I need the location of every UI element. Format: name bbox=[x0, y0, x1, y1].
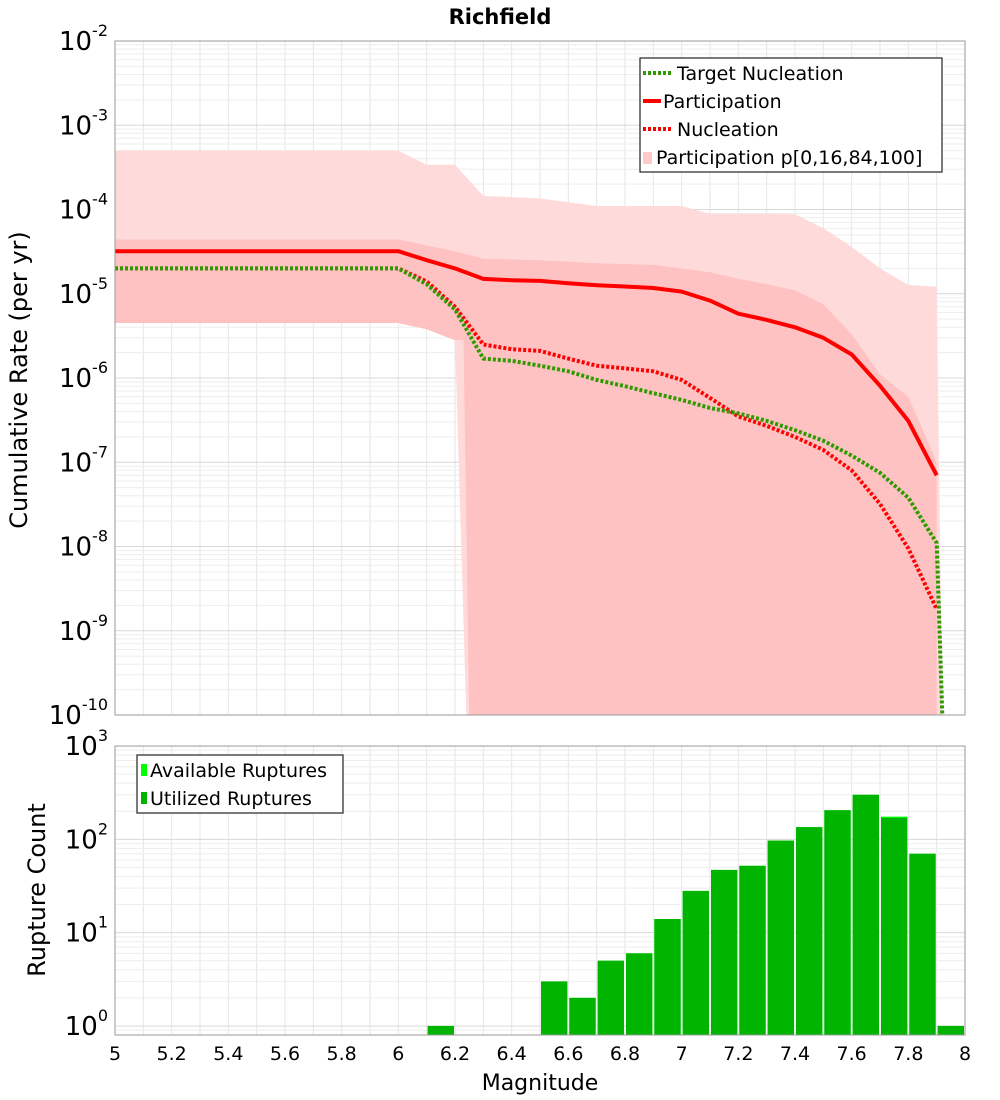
magnitude-axis-label: Magnitude bbox=[482, 1071, 599, 1096]
magnitude-tick-label: 7.4 bbox=[780, 1043, 810, 1065]
count-y-tick-label: 101 bbox=[65, 913, 108, 949]
legend-label: Participation bbox=[663, 91, 782, 113]
utilized-ruptures-bar bbox=[711, 869, 738, 1035]
rate-y-tick-label: 10-4 bbox=[59, 190, 108, 226]
utilized-ruptures-bar bbox=[767, 840, 794, 1035]
utilized-ruptures-bar bbox=[796, 827, 823, 1035]
utilized-ruptures-bar bbox=[682, 890, 709, 1035]
utilized-ruptures-bar bbox=[824, 810, 851, 1035]
utilized-ruptures-bar bbox=[739, 865, 766, 1035]
rate-panel: 10-2 10-3 10-4 10-5 10-6 10-7 10-8 10-9 10-10 Tar… bbox=[49, 21, 966, 731]
rate-y-tick-label: 10-6 bbox=[59, 358, 108, 394]
magnitude-tick-label: 7.2 bbox=[723, 1043, 753, 1065]
rate-y-tick-label: 10-10 bbox=[49, 695, 108, 731]
legend-swatch-bar bbox=[141, 792, 147, 804]
rate-y-axis-label: Cumulative Rate (per yr) bbox=[5, 231, 33, 529]
utilized-ruptures-bar bbox=[626, 953, 653, 1035]
utilized-ruptures-bar bbox=[937, 1025, 964, 1035]
rate-plot-frame bbox=[114, 40, 966, 716]
utilized-ruptures-bar bbox=[881, 817, 908, 1035]
count-y-tick-label: 103 bbox=[65, 726, 108, 762]
magnitude-tick-label: 7.6 bbox=[837, 1043, 867, 1065]
utilized-ruptures-bar bbox=[541, 981, 568, 1035]
utilized-ruptures-bar bbox=[909, 853, 936, 1035]
target-nucleation-line bbox=[115, 266, 945, 715]
magnitude-tick-label: 8 bbox=[959, 1043, 971, 1065]
magnitude-tick-label: 5.6 bbox=[270, 1043, 300, 1065]
utilized-ruptures-bar bbox=[597, 960, 624, 1035]
participation-line bbox=[115, 249, 939, 477]
count-plot-frame bbox=[114, 745, 966, 1036]
utilized-ruptures-bar bbox=[654, 919, 681, 1035]
participation-bands bbox=[115, 150, 943, 715]
legend-swatch-band bbox=[643, 152, 652, 164]
participation-band-inner bbox=[115, 239, 937, 715]
legend-swatch-bar bbox=[141, 764, 147, 776]
nucleation-line bbox=[115, 266, 939, 611]
legend-label: Nucleation bbox=[677, 119, 779, 141]
utilized-ruptures-bar bbox=[427, 1025, 454, 1035]
magnitude-tick-label: 5 bbox=[109, 1043, 121, 1065]
magnitude-tick-label: 6.4 bbox=[497, 1043, 527, 1065]
rate-y-tick-label: 10-2 bbox=[59, 21, 108, 57]
rate-series bbox=[115, 249, 945, 715]
legend-label: Available Ruptures bbox=[150, 760, 327, 782]
rate-y-tick-label: 10-3 bbox=[59, 105, 108, 141]
rupture-count-panel: 100 101 102 103 5 5.2 5.4 5.6 5.8 6 6.2 6.4 6.6 6.8 7 7… bbox=[65, 726, 971, 1065]
legend-label: Target Nucleation bbox=[676, 63, 844, 85]
utilized-ruptures-bar bbox=[852, 794, 879, 1035]
rate-y-tick-label: 10-8 bbox=[59, 527, 108, 563]
magnitude-tick-label: 6.2 bbox=[440, 1043, 470, 1065]
magnitude-tick-label: 6.6 bbox=[553, 1043, 583, 1065]
magnitude-tick-label: 7 bbox=[676, 1043, 688, 1065]
magnitude-tick-label: 5.2 bbox=[157, 1043, 187, 1065]
count-y-tick-label: 102 bbox=[65, 819, 108, 855]
magnitude-tick-label: 6 bbox=[392, 1043, 404, 1065]
rate-legend: Target Nucleation Participation Nucleation… bbox=[639, 57, 943, 173]
rate-y-tick-label: 10-7 bbox=[59, 442, 108, 478]
magnitude-tick-label: 6.8 bbox=[610, 1043, 640, 1065]
legend-label: Participation p[0,16,84,100] bbox=[656, 147, 922, 169]
magnitude-tick-label: 5.8 bbox=[327, 1043, 357, 1065]
rate-y-tick-label: 10-9 bbox=[59, 611, 108, 647]
count-legend-box bbox=[136, 754, 344, 814]
count-bars bbox=[427, 794, 964, 1035]
legend-label: Utilized Ruptures bbox=[150, 788, 312, 810]
magnitude-tick-label: 7.8 bbox=[893, 1043, 923, 1065]
utilized-ruptures-bar bbox=[569, 997, 596, 1035]
rate-legend-box bbox=[639, 57, 943, 173]
count-y-tick-label: 100 bbox=[65, 1006, 108, 1042]
chart-title: Richfield bbox=[449, 5, 552, 29]
rate-y-tick-label: 10-5 bbox=[59, 274, 108, 310]
count-y-axis-label: Rupture Count bbox=[23, 803, 51, 977]
count-legend: Available Ruptures Utilized Ruptures bbox=[136, 754, 344, 814]
magnitude-tick-label: 5.4 bbox=[213, 1043, 243, 1065]
